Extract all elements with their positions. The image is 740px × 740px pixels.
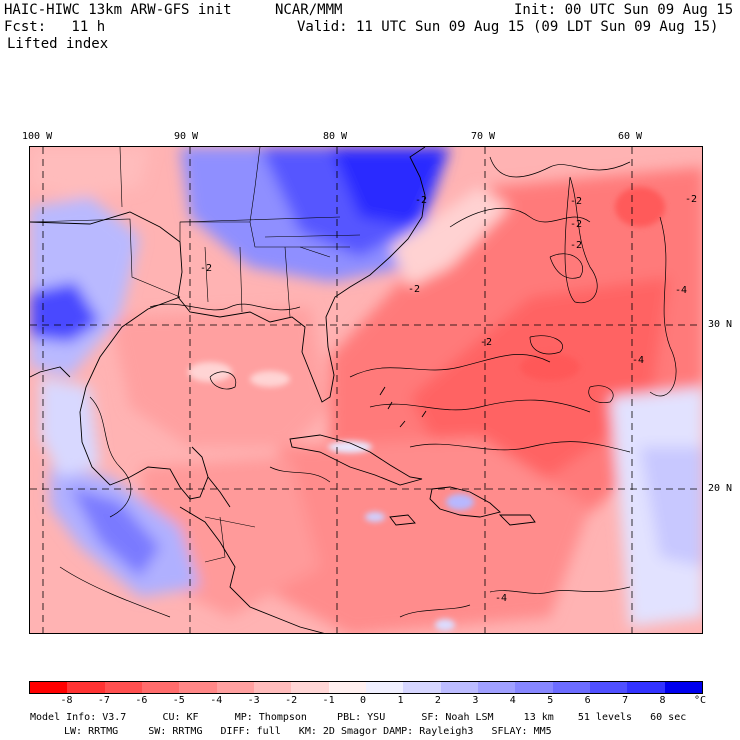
colorbar-tick-label: 8 [659,695,666,706]
colorbar-segment [30,682,68,693]
field-name: Lifted index [7,36,109,52]
colorbar-segment [440,682,478,693]
colorbar-segment [477,682,516,693]
lon-label-60w: 60 W [618,131,643,142]
contour-label: -4 [675,285,687,296]
colorbar-segment [253,682,292,693]
contour-label: -2 [570,219,582,230]
colorbar-tick-label: 2 [434,695,441,706]
lon-label-90w: 90 W [174,131,199,142]
colorbar-tick-label: -2 [285,695,298,706]
colorbar-tick-label: -4 [210,695,223,706]
colorbar-tick-label: 4 [509,695,516,706]
lon-label-80w: 80 W [323,131,348,142]
colorbar [29,681,703,694]
field-detail [188,187,665,631]
lon-label-70w: 70 W [471,131,496,142]
contour-label: -2 [480,337,492,348]
contour-label-group: -2 -2 -2 -2 -2 -2 -4 -4 -4 -2 -2 [200,194,697,604]
colorbar-segment [104,682,142,693]
colorbar-segment [627,682,665,693]
contour-label: -2 [570,240,582,251]
model-info-line1: Model Info: V3.7 CU: KF MP: Thompson PBL… [30,712,687,723]
colorbar-unit: °C [694,695,707,706]
latlon-grid [30,147,702,633]
org-label: NCAR/MMM [275,2,343,18]
colorbar-segment [141,682,180,693]
colorbar-tick-label: -6 [135,695,148,706]
colorbar-tick-label: -1 [322,695,335,706]
contour-label: -4 [632,355,644,366]
colorbar-segment [67,682,105,693]
contour-label: -2 [408,284,420,295]
boundaries [30,147,361,563]
colorbar-tick-label: 1 [397,695,404,706]
colorbar-segment [552,682,590,693]
colorbar-segment [328,682,366,693]
colorbar-segment [664,682,702,693]
init-time: Init: 00 UTC Sun 09 Aug 15 [514,2,734,18]
lifted-index-field [30,147,702,633]
colorbar-segment [216,682,254,693]
colorbar-segment [403,682,441,693]
forecast-hour: Fcst: 11 h [4,19,106,35]
contour-label: -2 [200,263,212,274]
lon-label-100w: 100 W [22,131,53,142]
colorbar-tick-label: 3 [472,695,479,706]
colorbar-tick-label: -7 [97,695,110,706]
contour-label: -2 [570,196,582,207]
colorbar-segment [179,682,217,693]
colorbar-tick-label: 0 [360,695,367,706]
lat-label-30n: 30 N [708,319,733,330]
colorbar-tick-label: 5 [547,695,554,706]
valid-time: Valid: 11 UTC Sun 09 Aug 15 (09 LDT Sun … [297,19,719,35]
colorbar-segment [589,682,628,693]
colorbar-segment [365,682,404,693]
colorbar-tick-label: -8 [60,695,73,706]
colorbar-tick-label: -3 [247,695,260,706]
colorbar-segment [291,682,329,693]
contour-label: -4 [495,593,507,604]
lat-label-20n: 20 N [708,483,733,494]
lifted-index-map: -2 -2 -2 -2 -2 -2 -4 -4 -4 -2 -2 [29,146,703,634]
contour-label: -2 [415,195,427,206]
model-title: HAIC-HIWC 13km ARW-GFS init [4,2,232,18]
model-info-line2: LW: RRTMG SW: RRTMG DIFF: full KM: 2D Sm… [64,726,552,737]
colorbar-segment [515,682,553,693]
coastlines [30,147,536,633]
contours [59,156,677,618]
map-canvas: -2 -2 -2 -2 -2 -2 -4 -4 -4 -2 -2 [30,147,702,633]
colorbar-tick-label: 7 [622,695,629,706]
colorbar-tick-label: 6 [584,695,591,706]
contour-label: -2 [685,194,697,205]
colorbar-tick-label: -5 [172,695,185,706]
